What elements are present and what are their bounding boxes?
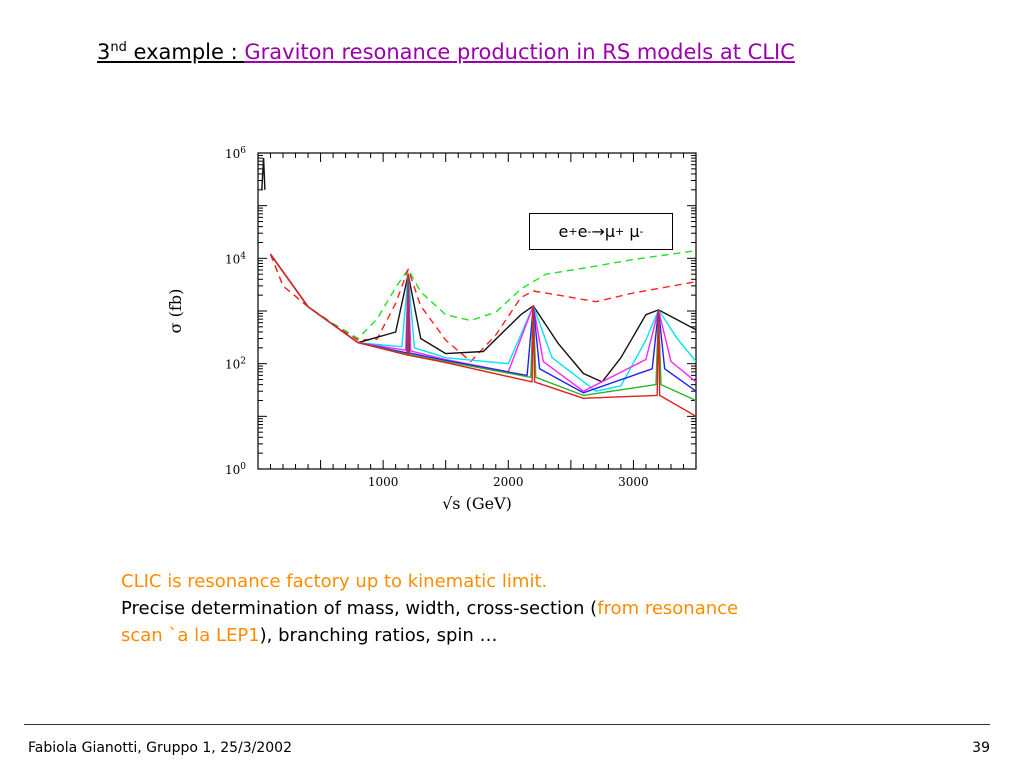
axis-ticks: 1000 2000 3000 100 102 104 106 xyxy=(225,146,696,489)
legend-muon: μ xyxy=(604,222,615,241)
series-line-4 xyxy=(269,253,696,392)
chart: 1000 2000 3000 100 102 104 106 √s (GeV) σ (fb) xyxy=(166,146,697,513)
footer-divider xyxy=(24,724,990,725)
notes-line-2-text: Precise determination of mass, width, cr… xyxy=(121,598,598,619)
title-example-word: example : xyxy=(126,40,245,64)
z-pole-spike xyxy=(261,158,266,190)
x-tick-label: 3000 xyxy=(618,475,649,489)
notes-line-2-highlight: from resonance xyxy=(597,598,739,619)
x-tick-label: 2000 xyxy=(493,475,524,489)
legend-electron: e xyxy=(558,222,569,241)
chart-legend: e + e - → μ + μ- xyxy=(529,213,673,250)
title-topic: Graviton resonance production in RS mode… xyxy=(244,40,795,64)
x-tick-label: 1000 xyxy=(368,475,399,489)
plot-frame xyxy=(257,152,697,470)
y-tick-label: 100 xyxy=(225,462,246,477)
slide-title: 3nd example : Graviton resonance product… xyxy=(97,40,795,74)
series-group xyxy=(261,158,696,417)
legend-sup-minus: - xyxy=(587,225,592,238)
series-line-8 xyxy=(269,253,696,417)
y-tick-label: 104 xyxy=(225,251,246,266)
notes-line-3-text: ), branching ratios, spin … xyxy=(259,625,498,646)
y-tick-label: 102 xyxy=(225,357,246,372)
legend-sup-plus: + xyxy=(568,225,578,238)
legend-sup-plus-2: + xyxy=(615,225,625,238)
series-line-2 xyxy=(269,253,696,363)
legend-sup-minus-2: - xyxy=(639,225,644,238)
notes-line-3: scan `a la LEP1), branching ratios, spin… xyxy=(121,622,901,649)
notes-line-1: CLIC is resonance factory up to kinemati… xyxy=(121,571,548,592)
y-axis-label: σ (fb) xyxy=(166,289,185,334)
legend-arrow: → xyxy=(591,222,605,241)
series-line-7 xyxy=(269,253,696,402)
title-ordinal-suffix: nd xyxy=(110,40,127,55)
notes-text: CLIC is resonance factory up to kinemati… xyxy=(121,568,901,649)
page-number: 39 xyxy=(972,740,990,756)
x-axis-label: √s (GeV) xyxy=(442,494,512,513)
legend-electron-2: e xyxy=(577,222,588,241)
title-number: 3 xyxy=(97,40,111,64)
notes-line-2: Precise determination of mass, width, cr… xyxy=(121,595,901,622)
legend-muon-2: μ xyxy=(629,222,640,241)
series-line-3 xyxy=(269,253,696,383)
plot-area-border xyxy=(257,152,697,470)
y-tick-label: 106 xyxy=(225,146,246,161)
notes-line-3-highlight: scan `a la LEP1 xyxy=(121,625,260,646)
footer-author: Fabiola Gianotti, Gruppo 1, 25/3/2002 xyxy=(28,740,292,756)
